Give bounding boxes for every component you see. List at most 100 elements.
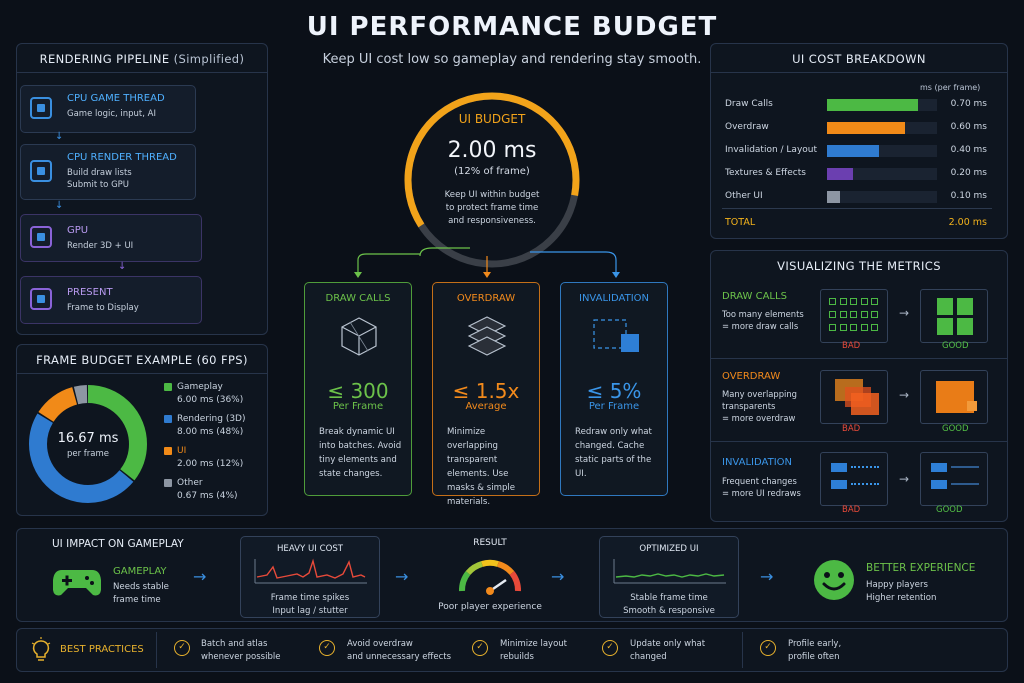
viz-bad-overdraw — [820, 370, 888, 424]
small-element — [839, 298, 847, 305]
chip-icon — [30, 97, 52, 119]
small-element — [860, 298, 868, 305]
good-label: GOOD — [942, 341, 969, 351]
frame-budget-title: FRAME BUDGET EXAMPLE (60 FPS) — [36, 353, 248, 367]
pipeline-step-name: GPU — [67, 225, 89, 236]
card-unit: Average — [465, 401, 507, 412]
cost-bar-track — [827, 122, 937, 134]
cost-row: Other UI 0.10 ms — [725, 190, 990, 204]
better-experience-desc: Happy players Higher retention — [866, 580, 937, 603]
best-practice-item: Batch and atlas whenever possible — [201, 639, 281, 662]
cost-breakdown-panel: UI COST BREAKDOWN — [710, 43, 1008, 239]
cost-row-label: Overdraw — [725, 122, 769, 132]
legend-swatch — [164, 447, 172, 455]
bad-label: BAD — [842, 505, 861, 515]
card-title: DRAW CALLS — [325, 293, 391, 304]
donut-center-label: per frame — [66, 449, 110, 459]
arrow-right-icon: → — [551, 567, 565, 586]
ring-fill — [404, 92, 580, 268]
cost-bar — [827, 99, 918, 111]
bad-label: BAD — [842, 424, 861, 434]
pipeline-step-gpu: GPU Render 3D + UI — [20, 214, 202, 262]
ui-budget-title: UI BUDGET — [458, 112, 526, 126]
legend-gameplay: Gameplay 6.00 ms (36%) — [164, 381, 243, 407]
check-icon: ✓ — [472, 640, 488, 656]
result-title: RESULT — [473, 538, 507, 548]
ui-budget-desc: Keep UI within budget to protect frame t… — [444, 190, 540, 226]
card-desc: Redraw only what changed. Cache static p… — [575, 427, 652, 479]
best-practice-item: Avoid overdraw and unnecessary effects — [347, 639, 452, 662]
viz-title-overdraw: OVERDRAW — [722, 371, 781, 382]
pipeline-step-desc: Render 3D + UI — [67, 241, 134, 251]
card-value: ≤ 5% — [586, 379, 642, 403]
gpu-icon — [30, 226, 52, 248]
arrow-down-icon: ↓ — [55, 200, 64, 211]
rendering-pipeline-title: RENDERING PIPELINE (Simplified) — [39, 52, 245, 66]
pipeline-step-cpu-render-thread: CPU RENDER THREAD Build draw lists Submi… — [20, 144, 196, 200]
small-element — [871, 324, 878, 331]
good-label: GOOD — [942, 424, 969, 434]
best-practice-item: Profile early, profile often — [788, 639, 842, 662]
cost-bar — [827, 168, 853, 180]
cost-total-value: 2.00 ms — [948, 217, 987, 228]
chip-icon — [30, 160, 52, 182]
page-title: UI PERFORMANCE BUDGET — [306, 12, 718, 42]
cost-unit-label: ms (per frame) — [920, 83, 981, 92]
viz-good-draw-calls — [920, 289, 988, 343]
small-element — [871, 311, 878, 318]
viz-good-overdraw — [920, 370, 988, 424]
pipeline-step-cpu-game-thread: CPU GAME THREAD Game logic, input, AI — [20, 85, 196, 133]
small-element — [850, 298, 857, 305]
result-desc: Poor player experience — [438, 602, 542, 612]
good-label: GOOD — [936, 505, 963, 515]
legend-swatch — [164, 415, 172, 423]
cost-row-label: Other UI — [725, 191, 763, 201]
metric-card-overdraw: OVERDRAW ≤ 1.5x Average Minimize overlap… — [432, 282, 540, 507]
gameplay-desc: Needs stable frame time — [113, 582, 169, 605]
layers-icon — [467, 316, 507, 356]
viz-desc-invalidation: Frequent changes = more UI redraws — [722, 476, 801, 498]
lightbulb-icon — [31, 637, 51, 661]
page-subtitle: Keep UI cost low so gameplay and renderi… — [322, 52, 702, 67]
bad-label: BAD — [842, 341, 861, 351]
legend-rendering: Rendering (3D) 8.00 ms (48%) — [164, 413, 246, 439]
pipeline-step-desc: Game logic, input, AI — [67, 109, 156, 119]
legend-swatch — [164, 479, 172, 487]
optimized-ui-box: OPTIMIZED UI Stable frame time Smooth & … — [599, 536, 739, 618]
frame-budget-panel: FRAME BUDGET EXAMPLE (60 FPS) 16.67 ms p… — [16, 344, 268, 516]
card-title: INVALIDATION — [579, 293, 649, 304]
cube-icon — [341, 317, 377, 356]
ui-budget-ring — [404, 92, 580, 268]
cost-bar — [827, 122, 905, 134]
metric-card-draw-calls: DRAW CALLS ≤ 300 Per Frame Break dynamic… — [304, 282, 412, 496]
ring-connectors — [354, 247, 620, 278]
card-desc: Minimize overlapping transparent element… — [447, 427, 516, 507]
cost-row: Invalidation / Layout 0.40 ms — [725, 144, 990, 158]
viz-title-invalidation: INVALIDATION — [722, 457, 792, 468]
cost-row-label: Invalidation / Layout — [725, 145, 818, 155]
legend-other: Other 0.67 ms (4%) — [164, 477, 238, 503]
cost-row-value: 0.40 ms — [950, 145, 987, 155]
best-practice-item: Minimize layout rebuilds — [500, 639, 567, 662]
cost-row-value: 0.70 ms — [950, 99, 987, 109]
ui-budget-percent: (12% of frame) — [454, 166, 530, 177]
check-icon: ✓ — [602, 640, 618, 656]
viz-desc-overdraw: Many overlapping transparents = more ove… — [722, 389, 798, 423]
arrow-right-icon: → — [899, 388, 910, 402]
best-practices-title: BEST PRACTICES — [60, 644, 144, 655]
pipeline-step-name: CPU GAME THREAD — [67, 93, 165, 104]
heavy-ui-cost-box: HEAVY UI COST Frame time spikes Input la… — [240, 536, 380, 618]
ui-budget-value: 2.00 ms — [447, 138, 537, 163]
best-practices-panel — [16, 628, 1008, 672]
cost-bar-track — [827, 99, 937, 111]
small-element — [829, 298, 836, 305]
card-desc: Break dynamic UI into batches. Avoid tin… — [319, 427, 402, 479]
best-practice-item: Update only what changed — [630, 639, 706, 662]
stable-frame-time-graph — [613, 559, 726, 584]
metric-card-invalidation: INVALIDATION ≤ 5% Per Frame Redraw only … — [560, 282, 668, 496]
small-element — [850, 324, 857, 331]
arrow-right-icon: → — [760, 567, 774, 586]
viz-bad-draw-calls — [820, 289, 888, 343]
pipeline-step-present: PRESENT Frame to Display — [20, 276, 202, 324]
cost-row-value: 0.20 ms — [950, 168, 987, 178]
